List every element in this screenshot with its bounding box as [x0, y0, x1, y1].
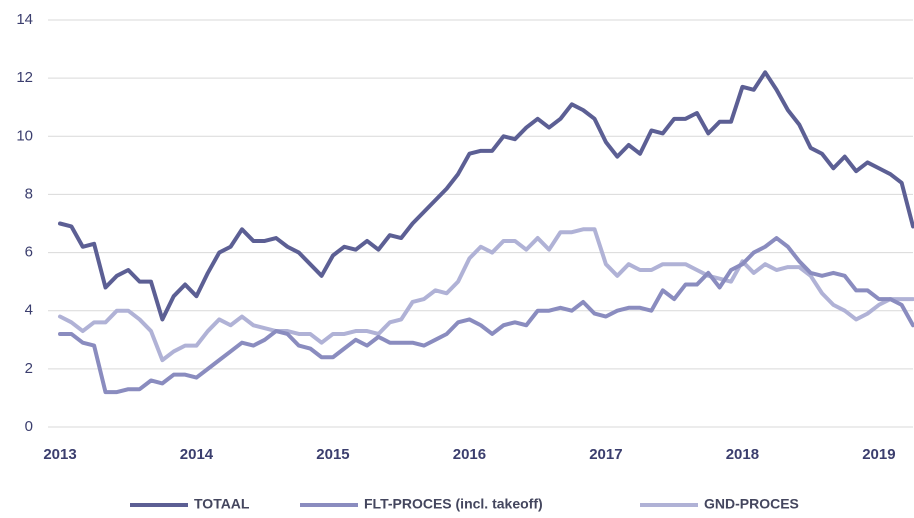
series-line: [58, 70, 914, 322]
x-tick-label: 2018: [726, 446, 759, 463]
x-tick-label: 2013: [43, 446, 76, 463]
y-tick-label: 2: [25, 360, 33, 377]
x-tick-label: 2014: [180, 446, 214, 463]
series-line: [58, 227, 914, 363]
y-tick-label: 10: [16, 127, 33, 144]
y-tick-label: 12: [16, 69, 33, 86]
legend-label: TOTAAL: [194, 496, 250, 512]
x-tick-label: 2019: [862, 446, 895, 463]
x-tick-label: 2016: [453, 446, 486, 463]
x-tick-label: 2015: [316, 446, 349, 463]
y-tick-label: 8: [25, 185, 33, 202]
y-tick-label: 4: [25, 302, 33, 319]
legend-label: FLT-PROCES (incl. takeoff): [364, 496, 543, 512]
y-tick-label: 14: [16, 11, 33, 28]
y-tick-label: 0: [25, 418, 33, 435]
legend-label: GND-PROCES: [704, 496, 799, 512]
series-line: [58, 236, 914, 395]
x-tick-label: 2017: [589, 446, 622, 463]
y-tick-label: 6: [25, 244, 33, 261]
